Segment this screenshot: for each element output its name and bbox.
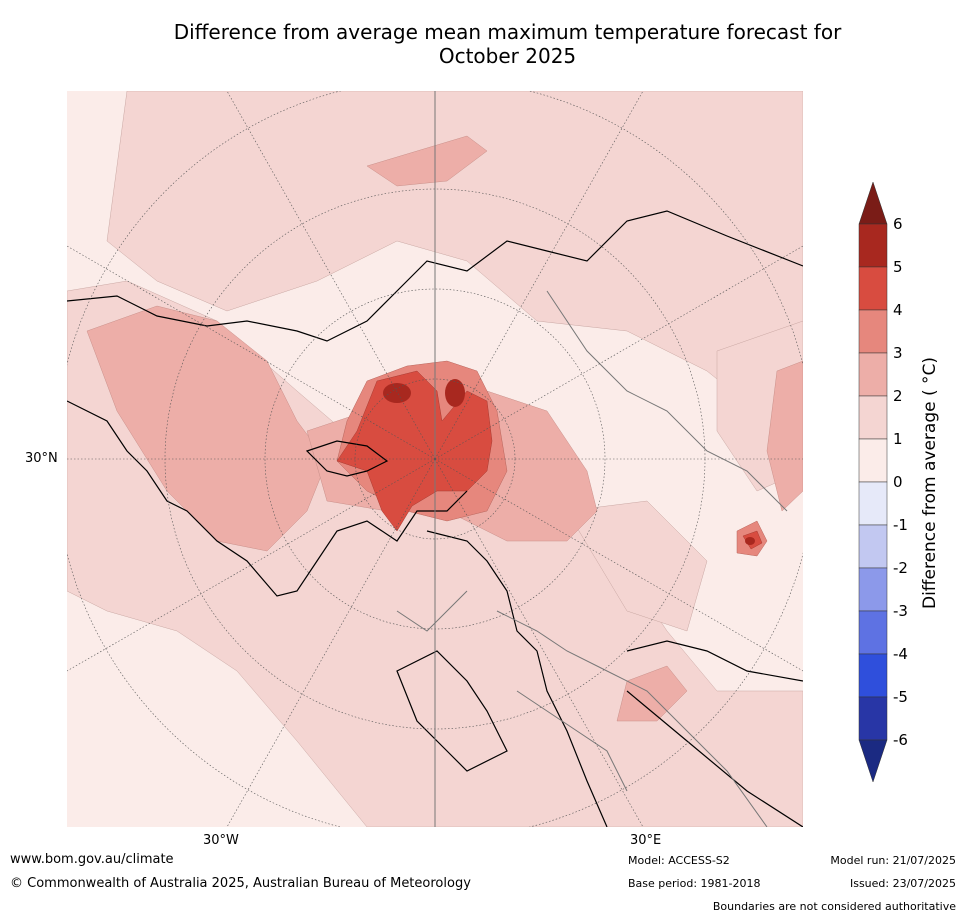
colorbar-label: Difference from average ( °C) — [920, 356, 940, 610]
colorbar-bin — [858, 223, 888, 268]
disclaimer-text: Boundaries are not considered authoritat… — [712, 900, 956, 913]
copyright-text: © Commonwealth of Australia 2025, Austra… — [10, 876, 471, 891]
colorbar-bin — [858, 696, 888, 741]
colorbar-tick-label: -2 — [893, 559, 908, 577]
colorbar-tick-label: 2 — [893, 387, 903, 405]
graticule — [67, 91, 803, 827]
colorbar-svg — [858, 181, 888, 783]
chart-title: Difference from average mean maximum tem… — [0, 20, 965, 68]
colorbar-tick-label: -5 — [893, 688, 908, 706]
issued-text: Issued: 23/07/2025 — [849, 877, 956, 890]
colorbar-bin — [858, 352, 888, 397]
website-link[interactable]: www.bom.gov.au/climate — [10, 852, 174, 867]
forecast-map — [67, 91, 803, 827]
colorbar-tick-label: -1 — [893, 516, 908, 534]
colorbar-tick-label: 3 — [893, 344, 903, 362]
anomaly-band-5-6 — [383, 379, 755, 545]
colorbar-bin — [858, 438, 888, 483]
colorbar — [855, 180, 965, 785]
colorbar-bin — [858, 266, 888, 311]
colorbar-bin — [858, 653, 888, 698]
colorbar-tick-label: 6 — [893, 215, 903, 233]
model-text: Model: ACCESS-S2 — [628, 854, 730, 867]
model-run-text: Model run: 21/07/2025 — [830, 854, 956, 867]
title-line-1: Difference from average mean maximum tem… — [173, 20, 842, 44]
coastlines — [67, 210, 803, 827]
colorbar-tick-label: -4 — [893, 645, 908, 663]
colorbar-tick-label: 5 — [893, 258, 903, 276]
colorbar-tick-label: 1 — [893, 430, 903, 448]
colorbar-bin — [858, 610, 888, 655]
colorbar-tick-label: -3 — [893, 602, 908, 620]
base-period-text: Base period: 1981-2018 — [628, 877, 761, 890]
colorbar-bin — [858, 309, 888, 354]
lon-label-30e: 30°E — [630, 833, 662, 848]
colorbar-extend-bottom — [858, 739, 888, 783]
colorbar-tick-label: -6 — [893, 731, 908, 749]
colorbar-bin — [858, 395, 888, 440]
lat-label-30n: 30°N — [25, 451, 58, 466]
colorbar-bin — [858, 567, 888, 612]
colorbar-extend-top — [858, 181, 888, 225]
colorbar-tick-label: 0 — [893, 473, 903, 491]
map-svg — [67, 91, 803, 827]
lon-label-30w: 30°W — [203, 833, 239, 848]
colorbar-bin — [858, 481, 888, 526]
colorbar-bin — [858, 524, 888, 569]
colorbar-tick-label: 4 — [893, 301, 903, 319]
title-line-2: October 2025 — [438, 44, 577, 68]
